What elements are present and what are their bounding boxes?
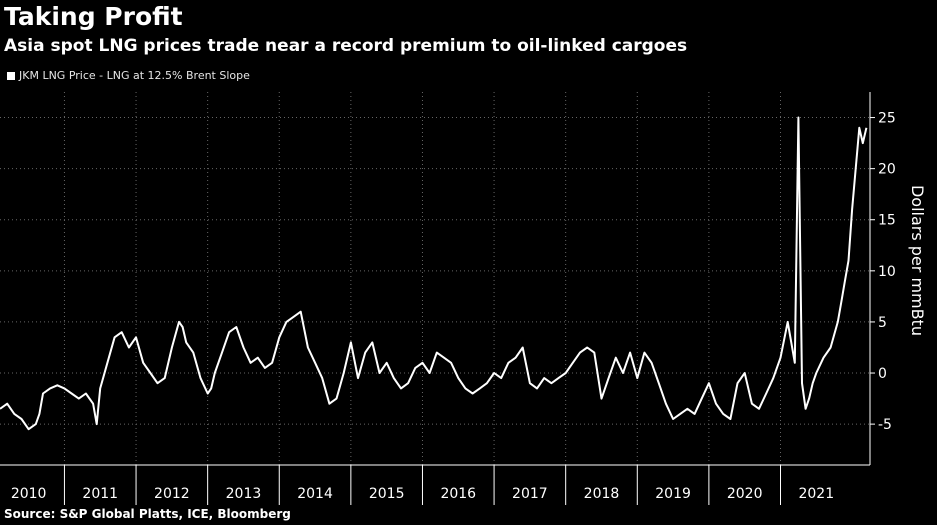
x-tick-label: 2010 (11, 486, 47, 502)
x-tick-label: 2015 (369, 486, 405, 502)
y-axis-ticks: -5 0 5 10 15 20 25 (870, 111, 896, 433)
series-line-jkm-lng (0, 116, 868, 431)
x-tick-label: 2018 (584, 486, 620, 502)
chart-subtitle: Asia spot LNG prices trade near a record… (4, 36, 688, 56)
legend-label: JKM LNG Price - LNG at 12.5% Brent Slope (19, 69, 250, 82)
source-note: Source: S&P Global Platts, ICE, Bloomber… (4, 507, 291, 521)
y-axis-label: Dollars per mmBtu (908, 185, 927, 336)
x-tick-label: 2012 (154, 486, 190, 502)
y-tick-label: -5 (878, 417, 892, 433)
y-tick-label: 0 (878, 366, 887, 382)
grid (0, 92, 870, 465)
y-tick-label: 20 (878, 162, 896, 178)
y-tick-label: 15 (878, 213, 896, 229)
x-tick-label: 2021 (798, 486, 834, 502)
x-tick-label: 2017 (512, 486, 548, 502)
y-tick-label: 5 (878, 315, 887, 331)
chart-title: Taking Profit (4, 2, 183, 31)
axes (0, 92, 871, 466)
y-tick-label: 10 (878, 264, 896, 280)
x-tick-label: 2011 (82, 486, 118, 502)
x-tick-label: 2020 (727, 486, 763, 502)
legend: JKM LNG Price - LNG at 12.5% Brent Slope (7, 69, 250, 82)
x-tick-label: 2014 (297, 486, 333, 502)
x-axis-ticks: 2010 2011 2012 2013 2014 2015 2016 2017 2018 2019… (11, 465, 834, 505)
x-tick-label: 2019 (655, 486, 691, 502)
legend-swatch (7, 71, 15, 80)
y-tick-label: 25 (878, 111, 896, 127)
x-tick-label: 2016 (440, 486, 476, 502)
x-tick-label: 2013 (226, 486, 262, 502)
